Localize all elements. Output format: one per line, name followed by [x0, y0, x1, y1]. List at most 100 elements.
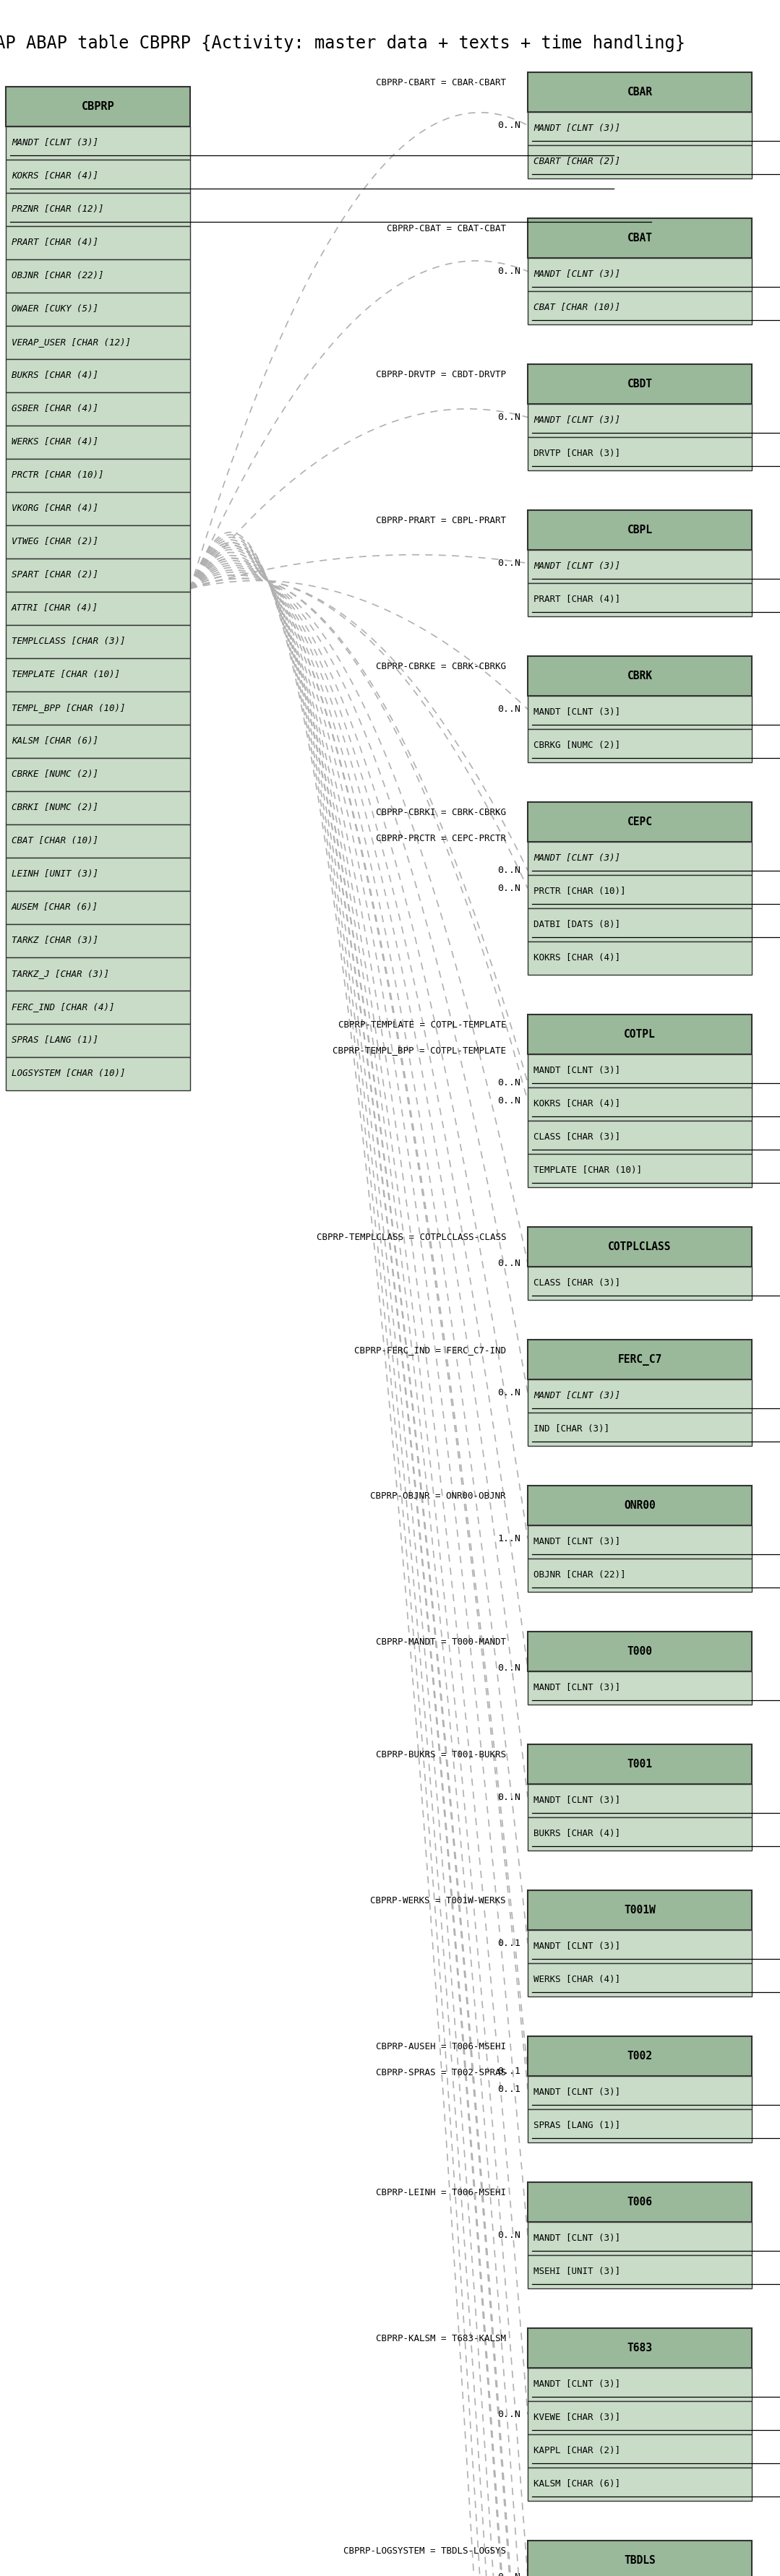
Bar: [5, 592, 190, 626]
Text: MANDT [CLNT (3)]: MANDT [CLNT (3)]: [534, 2233, 620, 2244]
Bar: [528, 549, 752, 582]
Bar: [528, 1054, 752, 1087]
Text: 0..1: 0..1: [498, 2066, 520, 2076]
Bar: [528, 72, 752, 111]
Bar: [528, 1267, 752, 1301]
Bar: [528, 2254, 752, 2287]
Bar: [528, 2540, 752, 2576]
Bar: [528, 2223, 752, 2254]
Text: WERKS [CHAR (4)]: WERKS [CHAR (4)]: [534, 1976, 620, 1984]
Bar: [5, 459, 190, 492]
Text: MANDT [CLNT (3)]: MANDT [CLNT (3)]: [534, 2089, 620, 2097]
Bar: [528, 1154, 752, 1188]
Text: TEMPL_BPP [CHAR (10)]: TEMPL_BPP [CHAR (10)]: [12, 703, 126, 714]
Text: MANDT [CLNT (3)]: MANDT [CLNT (3)]: [534, 708, 620, 716]
Text: CBPRP-CBAT = CBAT-CBAT: CBPRP-CBAT = CBAT-CBAT: [387, 224, 506, 234]
Bar: [528, 657, 752, 696]
Bar: [528, 1891, 752, 1929]
Text: CBAT: CBAT: [627, 232, 652, 245]
Bar: [528, 1226, 752, 1267]
Bar: [5, 626, 190, 659]
Text: LEINH [UNIT (3)]: LEINH [UNIT (3)]: [12, 871, 98, 878]
Text: CBPRP-AUSEH = T006-MSEHI: CBPRP-AUSEH = T006-MSEHI: [376, 2043, 506, 2050]
Text: 0..N: 0..N: [498, 559, 520, 567]
Text: CBAT [CHAR (10)]: CBAT [CHAR (10)]: [534, 304, 620, 312]
Text: CLASS [CHAR (3)]: CLASS [CHAR (3)]: [534, 1133, 620, 1141]
Text: COTPL: COTPL: [624, 1028, 655, 1041]
Text: OBJNR [CHAR (22)]: OBJNR [CHAR (22)]: [12, 270, 104, 281]
Bar: [5, 757, 190, 791]
Text: 0..N: 0..N: [498, 1388, 520, 1396]
Bar: [5, 327, 190, 358]
Bar: [5, 425, 190, 459]
Bar: [5, 492, 190, 526]
Bar: [528, 696, 752, 729]
Bar: [5, 126, 190, 160]
Bar: [5, 659, 190, 690]
Bar: [5, 891, 190, 925]
Bar: [5, 690, 190, 724]
Bar: [528, 2329, 752, 2367]
Text: 0..N: 0..N: [498, 703, 520, 714]
Text: IND [CHAR (3)]: IND [CHAR (3)]: [534, 1425, 609, 1435]
Text: LOGSYSTEM [CHAR (10)]: LOGSYSTEM [CHAR (10)]: [12, 1069, 126, 1079]
Text: KALSM [CHAR (6)]: KALSM [CHAR (6)]: [534, 2481, 620, 2488]
Text: COTPLCLASS: COTPLCLASS: [608, 1242, 672, 1252]
Bar: [528, 909, 752, 940]
Text: MANDT [CLNT (3)]: MANDT [CLNT (3)]: [534, 1391, 620, 1401]
Bar: [528, 2110, 752, 2143]
Text: FERC_IND [CHAR (4)]: FERC_IND [CHAR (4)]: [12, 1002, 115, 1012]
Text: MANDT [CLNT (3)]: MANDT [CLNT (3)]: [534, 853, 620, 863]
Bar: [5, 260, 190, 294]
Text: 0..N: 0..N: [498, 1793, 520, 1803]
Text: CBPRP-DRVTP = CBDT-DRVTP: CBPRP-DRVTP = CBDT-DRVTP: [376, 371, 506, 379]
Text: CBPL: CBPL: [627, 526, 652, 536]
Bar: [528, 144, 752, 178]
Text: T006: T006: [627, 2197, 652, 2208]
Text: MANDT [CLNT (3)]: MANDT [CLNT (3)]: [534, 415, 620, 425]
Text: CBPRP-WERKS = T001W-WERKS: CBPRP-WERKS = T001W-WERKS: [370, 1896, 506, 1906]
Bar: [528, 2076, 752, 2110]
Text: KOKRS [CHAR (4)]: KOKRS [CHAR (4)]: [534, 1100, 620, 1108]
Text: CBRKE [NUMC (2)]: CBRKE [NUMC (2)]: [12, 770, 98, 781]
Text: CBPRP-FERC_IND = FERC_C7-IND: CBPRP-FERC_IND = FERC_C7-IND: [354, 1345, 506, 1355]
Bar: [5, 358, 190, 392]
Text: PRART [CHAR (4)]: PRART [CHAR (4)]: [12, 237, 98, 247]
Text: PRART [CHAR (4)]: PRART [CHAR (4)]: [534, 595, 620, 605]
Bar: [528, 1744, 752, 1785]
Text: VTWEG [CHAR (2)]: VTWEG [CHAR (2)]: [12, 538, 98, 546]
Bar: [528, 1525, 752, 1558]
Text: CBRK: CBRK: [627, 670, 652, 683]
Text: CBPRP-LEINH = T006-MSEHI: CBPRP-LEINH = T006-MSEHI: [376, 2190, 506, 2197]
Text: MANDT [CLNT (3)]: MANDT [CLNT (3)]: [534, 1066, 620, 1077]
Text: CBRKG [NUMC (2)]: CBRKG [NUMC (2)]: [534, 742, 620, 750]
Bar: [528, 2434, 752, 2468]
Text: VKORG [CHAR (4)]: VKORG [CHAR (4)]: [12, 505, 98, 513]
Text: KALSM [CHAR (6)]: KALSM [CHAR (6)]: [12, 737, 98, 747]
Bar: [528, 940, 752, 974]
Text: TEMPLCLASS [CHAR (3)]: TEMPLCLASS [CHAR (3)]: [12, 636, 126, 647]
Text: DATBI [DATS (8)]: DATBI [DATS (8)]: [534, 920, 620, 930]
Text: KVEWE [CHAR (3)]: KVEWE [CHAR (3)]: [534, 2414, 620, 2421]
Text: 0..N: 0..N: [498, 2409, 520, 2419]
Text: MANDT [CLNT (3)]: MANDT [CLNT (3)]: [534, 562, 620, 572]
Text: KOKRS [CHAR (4)]: KOKRS [CHAR (4)]: [12, 173, 98, 180]
Bar: [528, 2035, 752, 2076]
Text: OBJNR [CHAR (22)]: OBJNR [CHAR (22)]: [534, 1571, 626, 1579]
Bar: [5, 1056, 190, 1090]
Bar: [528, 363, 752, 404]
Bar: [5, 88, 190, 126]
Bar: [5, 824, 190, 858]
Text: 0..N: 0..N: [498, 2573, 520, 2576]
Bar: [528, 1340, 752, 1378]
Bar: [528, 1412, 752, 1445]
Text: 0..N: 0..N: [498, 412, 520, 422]
Bar: [528, 2182, 752, 2223]
Text: CBPRP-BUKRS = T001-BUKRS: CBPRP-BUKRS = T001-BUKRS: [376, 1752, 506, 1759]
Bar: [528, 1558, 752, 1592]
Text: KOKRS [CHAR (4)]: KOKRS [CHAR (4)]: [534, 953, 620, 963]
Text: CBPRP-TEMPLCLASS = COTPLCLASS-CLASS: CBPRP-TEMPLCLASS = COTPLCLASS-CLASS: [316, 1234, 506, 1242]
Text: DRVTP [CHAR (3)]: DRVTP [CHAR (3)]: [534, 448, 620, 459]
Bar: [528, 2367, 752, 2401]
Text: CLASS [CHAR (3)]: CLASS [CHAR (3)]: [534, 1278, 620, 1288]
